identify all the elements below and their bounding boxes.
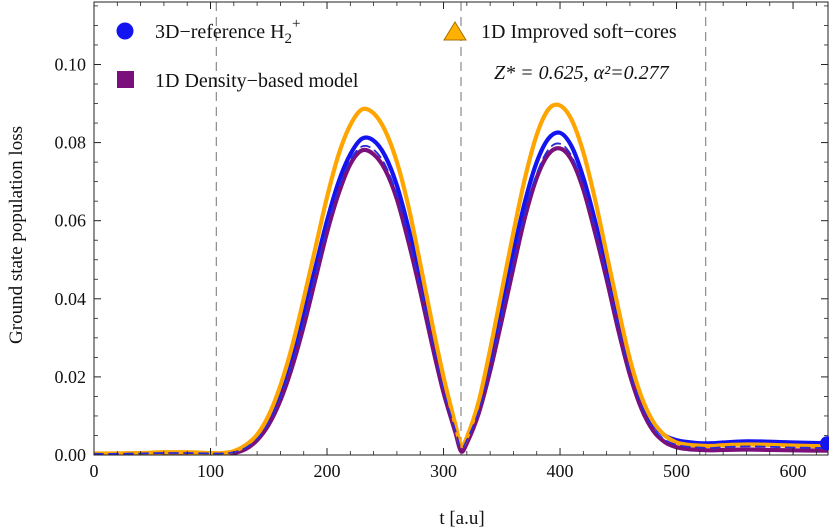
series-end-marker-circle: [820, 436, 829, 451]
legend-label-3d-reference-sub: 2: [285, 31, 293, 47]
end-markers: [820, 436, 829, 451]
y-tick-label: 0.10: [55, 54, 87, 74]
x-tick-label: 300: [430, 461, 457, 481]
x-tick-label: 100: [197, 461, 224, 481]
series-line-soft-cores: [94, 102, 828, 455]
z-alpha-annotation: Z* = 0.625, α²=0.277: [494, 62, 670, 84]
legend: 3D−reference H2+ 1D Density−based model …: [116, 16, 677, 92]
legend-marker-triangle-icon: [443, 21, 467, 41]
legend-label-3d-reference: 3D−reference H2+: [155, 16, 301, 47]
y-tick-label: 0.04: [55, 289, 87, 309]
y-axis-label: Ground state population loss: [6, 126, 27, 344]
legend-marker-circle-icon: [116, 22, 134, 40]
legend-label-3d-reference-sup: +: [292, 16, 300, 32]
alpha-annotation: α²=0.277: [594, 62, 670, 84]
y-tick-label: 0.08: [55, 133, 87, 153]
z-star-annotation: Z* = 0.625: [494, 62, 584, 84]
series-lines: [94, 102, 828, 455]
legend-label-soft-cores: 1D Improved soft−cores: [481, 21, 677, 43]
axis-ticks: 0 100 200 300 400 500 600 0.00 0.02 0.04 0.06 0.08 0…: [55, 2, 828, 481]
y-tick-label: 0.06: [55, 211, 87, 231]
annotation-separator: ,: [584, 62, 594, 84]
legend-label-3d-reference-main: 3D−reference H: [155, 21, 285, 43]
y-tick-label: 0.02: [55, 367, 87, 387]
x-tick-label: 400: [547, 461, 574, 481]
legend-marker-square-icon: [117, 71, 134, 88]
legend-label-density: 1D Density−based model: [155, 70, 359, 92]
x-axis-label: t [a.u]: [439, 508, 484, 529]
x-tick-label: 500: [663, 461, 690, 481]
y-tick-label: 0.00: [55, 445, 87, 465]
x-tick-label: 200: [314, 461, 341, 481]
plot-frame: [93, 1, 829, 456]
reference-lines: [215, 2, 707, 455]
x-tick-label: 600: [780, 461, 807, 481]
x-tick-label: 0: [90, 461, 99, 481]
series-line-dashed-overlay: [94, 142, 828, 455]
